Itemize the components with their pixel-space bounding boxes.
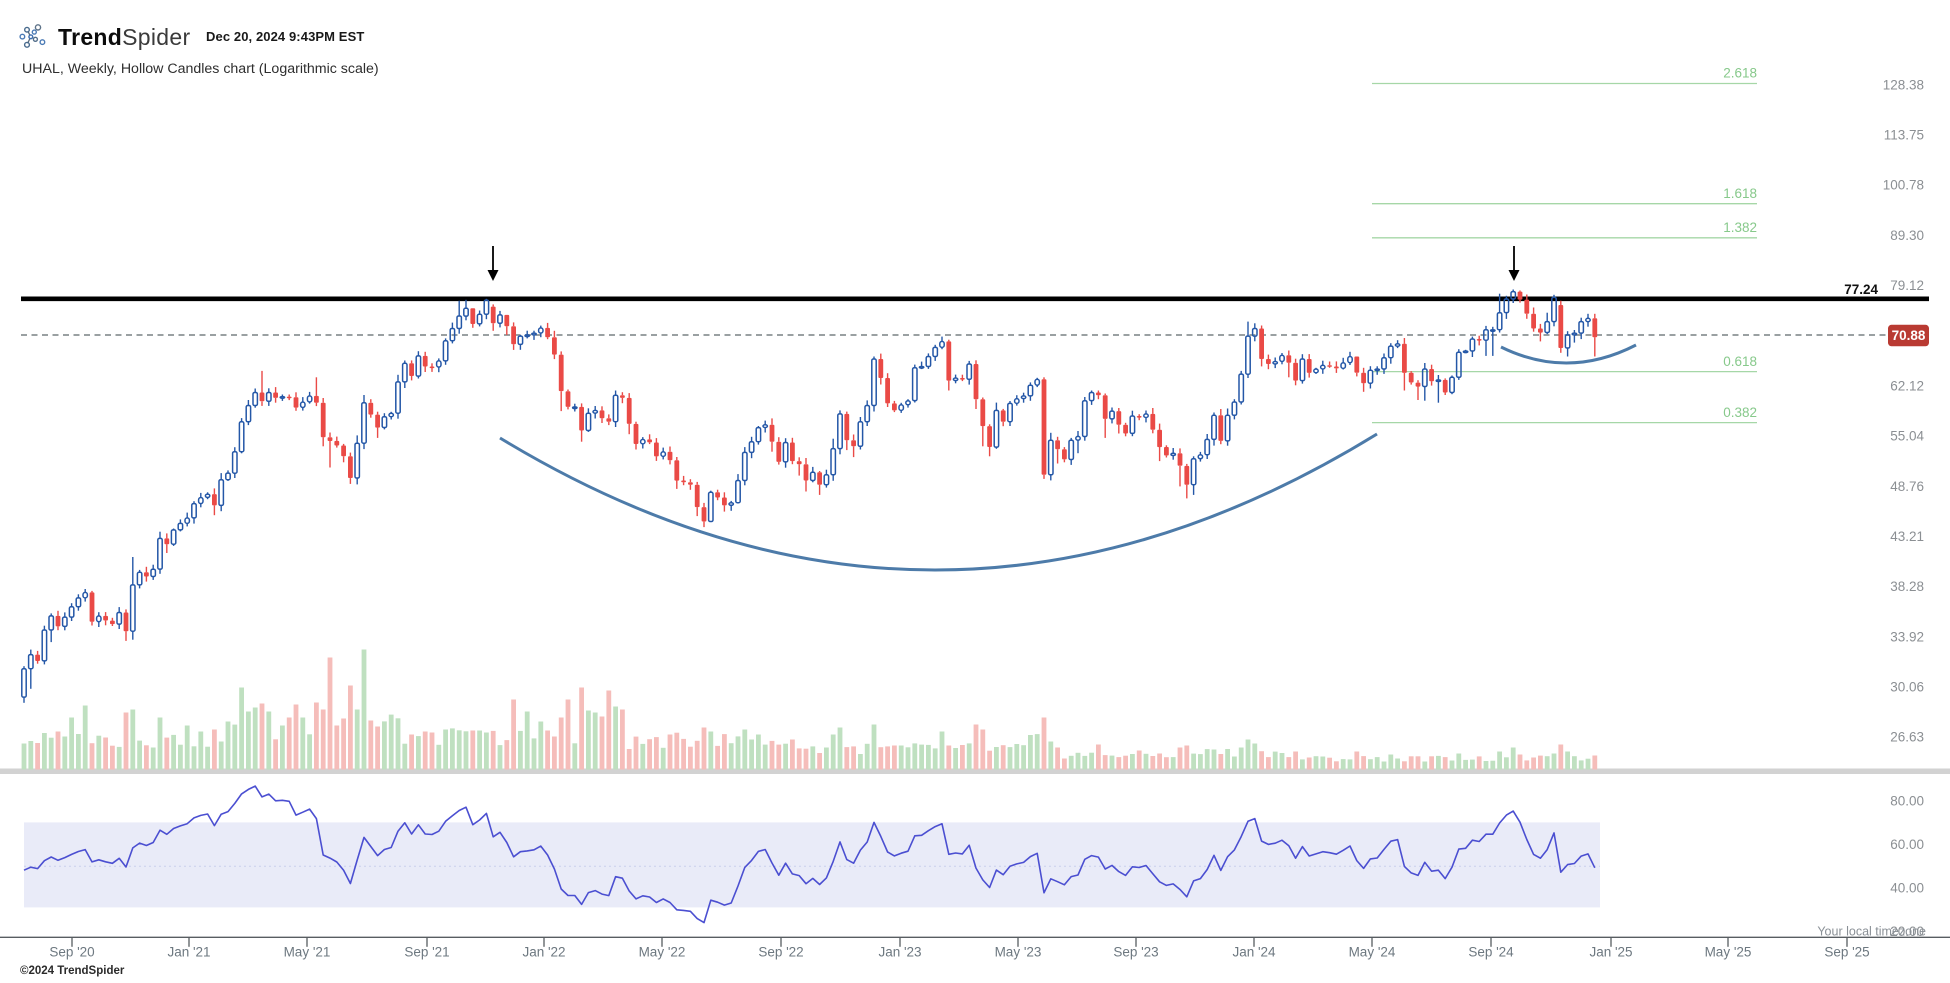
svg-text:26.63: 26.63 — [1890, 730, 1924, 745]
svg-text:30.06: 30.06 — [1890, 679, 1924, 694]
svg-text:55.04: 55.04 — [1890, 429, 1924, 444]
svg-text:113.75: 113.75 — [1884, 128, 1924, 143]
svg-text:Sep '21: Sep '21 — [404, 945, 449, 960]
svg-text:0.618: 0.618 — [1723, 354, 1757, 369]
svg-text:20.00: 20.00 — [1890, 924, 1924, 939]
svg-text:60.00: 60.00 — [1890, 837, 1924, 852]
svg-text:128.38: 128.38 — [1883, 77, 1924, 92]
svg-text:Sep '20: Sep '20 — [49, 945, 94, 960]
svg-text:48.76: 48.76 — [1890, 479, 1924, 494]
svg-text:89.30: 89.30 — [1890, 228, 1924, 243]
svg-text:May '24: May '24 — [1349, 945, 1396, 960]
svg-text:1.382: 1.382 — [1723, 220, 1757, 235]
svg-text:77.24: 77.24 — [1844, 282, 1878, 297]
svg-text:40.00: 40.00 — [1890, 881, 1924, 896]
svg-text:Your local timezone: Your local timezone — [1817, 925, 1926, 939]
svg-text:Jan '25: Jan '25 — [1589, 945, 1632, 960]
svg-text:Jan '21: Jan '21 — [167, 945, 210, 960]
svg-text:Sep '24: Sep '24 — [1468, 945, 1514, 960]
svg-text:33.92: 33.92 — [1890, 629, 1924, 644]
svg-text:May '21: May '21 — [284, 945, 331, 960]
svg-text:Jan '22: Jan '22 — [522, 945, 565, 960]
svg-text:2.618: 2.618 — [1723, 66, 1757, 81]
svg-text:80.00: 80.00 — [1890, 794, 1924, 809]
svg-text:Sep '22: Sep '22 — [758, 945, 803, 960]
svg-text:Jan '24: Jan '24 — [1232, 945, 1276, 960]
svg-text:62.12: 62.12 — [1890, 378, 1924, 393]
svg-text:38.28: 38.28 — [1890, 579, 1924, 594]
svg-text:Sep '25: Sep '25 — [1824, 945, 1869, 960]
svg-text:May '23: May '23 — [995, 945, 1042, 960]
svg-text:43.21: 43.21 — [1890, 529, 1924, 544]
svg-text:0.382: 0.382 — [1723, 405, 1757, 420]
svg-text:70.88: 70.88 — [1892, 328, 1926, 343]
svg-text:Jan '23: Jan '23 — [878, 945, 921, 960]
svg-text:100.78: 100.78 — [1883, 178, 1924, 193]
svg-text:May '25: May '25 — [1705, 945, 1752, 960]
svg-text:May '22: May '22 — [639, 945, 686, 960]
svg-text:1.618: 1.618 — [1723, 186, 1757, 201]
svg-text:79.12: 79.12 — [1890, 278, 1924, 293]
svg-text:Sep '23: Sep '23 — [1113, 945, 1158, 960]
